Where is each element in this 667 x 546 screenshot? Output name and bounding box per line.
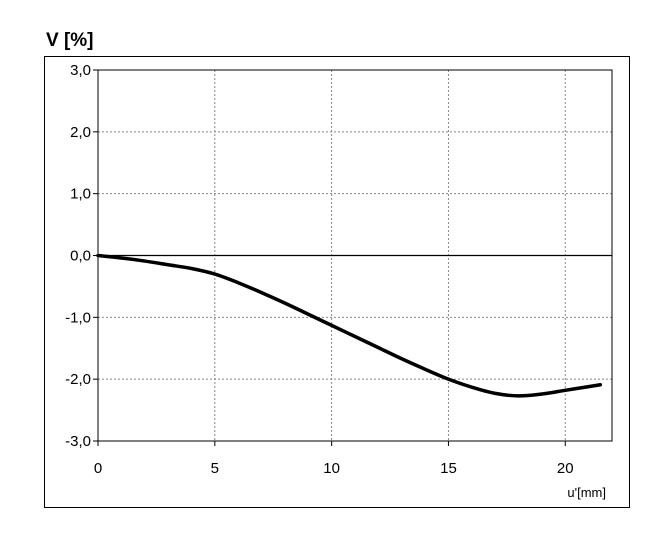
y-tick-label: -2,0 bbox=[65, 371, 91, 388]
tick-labels: 3,0 2,0 1,0 0,0 -1,0 -2,0 -3,00 5 10 15 20 bbox=[65, 62, 573, 477]
x-tick-label: 10 bbox=[323, 460, 340, 477]
y-tick-label: 2,0 bbox=[70, 124, 91, 141]
x-axis-label: u'[mm] bbox=[567, 485, 606, 500]
series-line bbox=[96, 253, 603, 398]
x-tick-label: 15 bbox=[440, 460, 457, 477]
chart-title: V [%] bbox=[46, 30, 94, 51]
series-layer bbox=[96, 253, 603, 398]
chart-frame bbox=[44, 56, 630, 508]
x-tick-label: 5 bbox=[211, 460, 219, 477]
y-tick-label: 0,0 bbox=[70, 248, 91, 265]
y-tick-label: -1,0 bbox=[65, 309, 91, 326]
x-tick-label: 0 bbox=[94, 460, 102, 477]
y-tick-label: 3,0 bbox=[70, 62, 91, 79]
y-tick-label: 1,0 bbox=[70, 186, 91, 203]
y-tick-label: -3,0 bbox=[65, 433, 91, 450]
axes bbox=[93, 69, 613, 446]
x-tick-label: 20 bbox=[557, 460, 574, 477]
